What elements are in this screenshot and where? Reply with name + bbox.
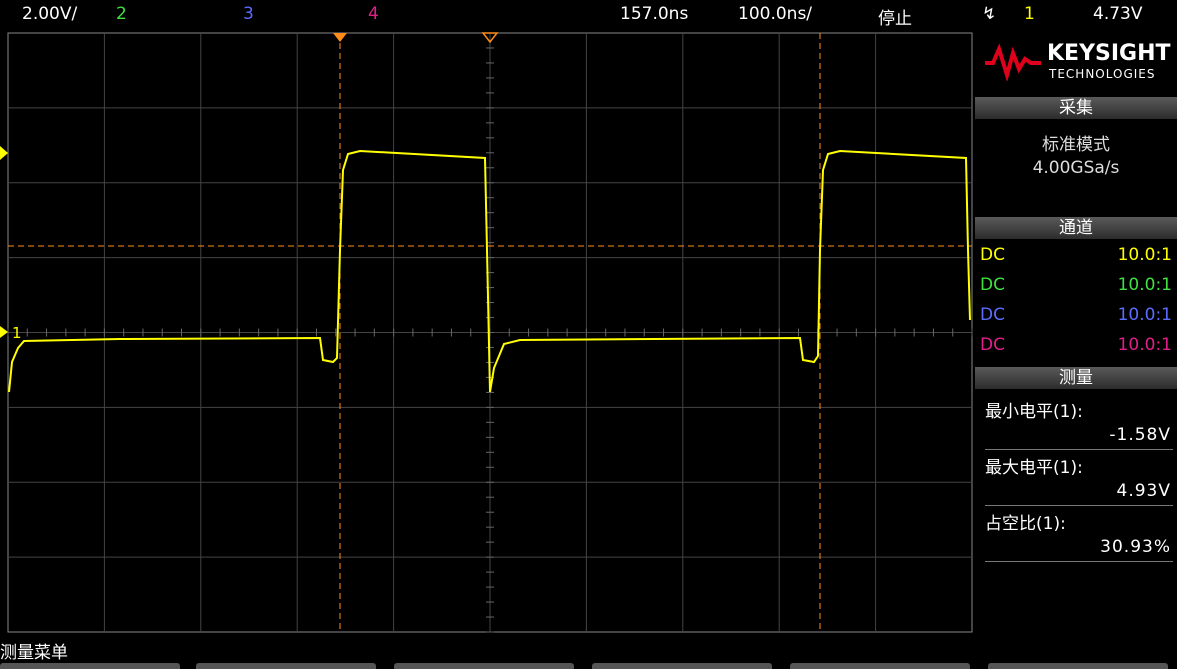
channel-coupling: DC xyxy=(980,305,1005,325)
channel-coupling: DC xyxy=(980,245,1005,265)
softkey[interactable] xyxy=(988,663,1168,669)
run-status: 停止 xyxy=(878,9,912,29)
softkey-bar: 测量菜单 xyxy=(0,634,1177,668)
trigger-level: 4.73V xyxy=(1093,4,1143,24)
section-header[interactable]: 测量 xyxy=(975,367,1177,389)
channel-coupling: DC xyxy=(980,335,1005,355)
channel-3[interactable]: 3 xyxy=(243,4,254,24)
measurement-value: 30.93% xyxy=(1100,537,1171,557)
ground-marker-arrow xyxy=(0,326,8,338)
trigger-marker-arrow xyxy=(0,146,8,160)
waveform-display: 1 xyxy=(0,32,973,633)
separator xyxy=(985,561,1173,562)
softkey[interactable] xyxy=(196,663,376,669)
measurement-label: 最小电平(1): xyxy=(985,402,1083,422)
section-header[interactable]: 通道 xyxy=(975,217,1177,239)
channel-2[interactable]: 2 xyxy=(116,4,127,24)
sample-rate: 4.00GSa/s xyxy=(1032,158,1120,178)
channel-1-trace xyxy=(8,149,971,393)
channel-coupling: DC xyxy=(980,275,1005,295)
softkey[interactable] xyxy=(394,663,574,669)
section-header[interactable]: 采集 xyxy=(975,97,1177,119)
measurement-value: -1.58V xyxy=(1109,425,1171,445)
vertical-scale: 2.00V/ xyxy=(22,4,78,24)
logo-brand: KEYSIGHT xyxy=(1047,41,1171,66)
separator xyxy=(985,449,1173,450)
delay: 157.0ns xyxy=(620,4,689,24)
measurement-label: 最大电平(1): xyxy=(985,458,1083,478)
measurement-label: 占空比(1): xyxy=(985,514,1066,534)
trigger-channel: 1 xyxy=(1024,4,1035,24)
channel-probe: 10.0:1 xyxy=(1117,275,1172,295)
softkey[interactable] xyxy=(790,663,970,669)
trigger-icon: ↯ xyxy=(982,4,997,24)
graticule xyxy=(7,32,973,633)
trigger-position-marker xyxy=(481,32,499,44)
measurement-value: 4.93V xyxy=(1116,481,1171,501)
cursor-marker xyxy=(333,33,347,42)
acq-mode: 标准模式 xyxy=(1042,135,1110,155)
ground-marker: 1 xyxy=(12,324,22,342)
channel-probe: 10.0:1 xyxy=(1117,305,1172,325)
logo-icon xyxy=(985,43,1041,81)
softkey[interactable] xyxy=(0,663,180,669)
side-panel: KEYSIGHT TECHNOLOGIES 采集 标准模式 4.00GSa/s … xyxy=(975,35,1177,632)
status-bar: 2.00V/ 2 3 4 157.0ns 100.0ns/ 停止 ↯ 1 4.7… xyxy=(0,0,1177,32)
channel-4[interactable]: 4 xyxy=(368,4,379,24)
channel-probe: 10.0:1 xyxy=(1117,245,1172,265)
softkey-menu-title: 测量菜单 xyxy=(0,643,68,663)
channel-probe: 10.0:1 xyxy=(1117,335,1172,355)
timebase: 100.0ns/ xyxy=(738,4,813,24)
separator xyxy=(985,505,1173,506)
softkey[interactable] xyxy=(592,663,772,669)
logo-sub: TECHNOLOGIES xyxy=(1049,67,1156,81)
